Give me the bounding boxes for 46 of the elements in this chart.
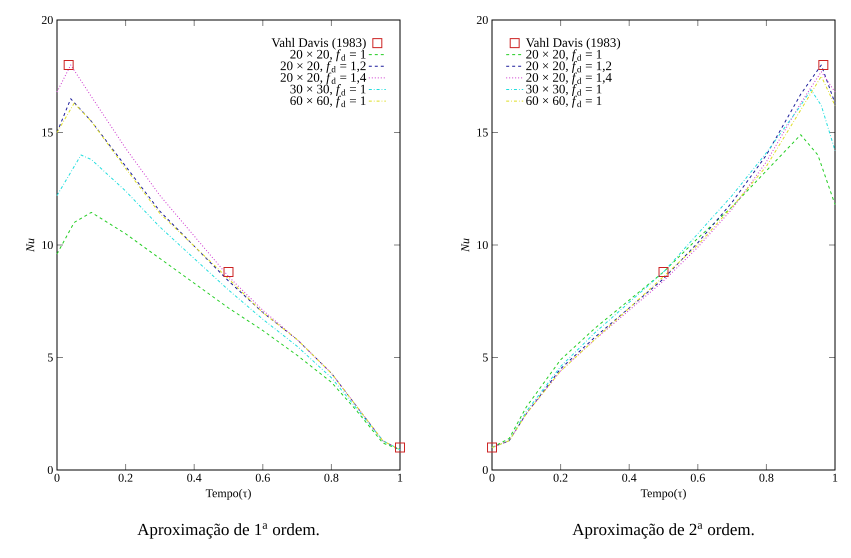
x-tick-label: 1 [398,474,402,482]
x-tick-label: 0 [54,474,60,482]
legend-label: 20 × 20, f$_{d}$ = 1,2 [526,60,612,73]
legend-label: Vahl Davis (1983) [526,38,620,50]
point [818,60,828,70]
y-axis-title: Nu [26,238,34,252]
y-axis-title: Nu [461,238,470,252]
legend-label: Vahl Davis (1983) [272,38,366,50]
x-tick-label: 0.2 [554,474,568,482]
legend-label: 60 × 60, f$_{d}$ = 1 [526,96,602,108]
y-tick-label: 15 [477,128,488,136]
legend-label: 20 × 20, f$_{d}$ = 1 [290,49,366,62]
legend-label: 60 × 60, f$_{d}$ = 1 [290,96,366,108]
point [487,442,497,452]
legend-label: 20 × 20, f$_{d}$ = 1 [526,49,602,62]
text: Aproximação de 2$^{a}$ ordem. [572,523,754,539]
legend-label: 20 × 20, f$_{d}$ = 1,2 [280,60,366,73]
x-tick-label: 0.8 [759,474,774,482]
legend-label: 30 × 30, f$_{d}$ = 1 [526,84,602,96]
y-tick-label: 0 [48,466,53,474]
y-tick-label: 15 [42,128,53,136]
x-tick-label: 0.2 [118,474,132,482]
x-axis-title: Tempo(τ) [640,488,686,500]
x-tick-label: 1 [833,474,838,482]
y-tick-label: 0 [482,466,488,474]
text: Aproximação de 1$^{a}$ ordem. [137,523,319,539]
x-tick-label: 0.6 [690,474,705,482]
point [395,442,405,452]
y-tick-label: 10 [477,240,488,250]
x-tick-label: 0.8 [324,474,338,482]
x-tick-label: 0.6 [256,474,270,482]
x-tick-label: 0.4 [622,474,636,482]
x-tick-label: 0.4 [187,474,202,482]
y-tick-label: 5 [482,354,488,362]
y-tick-label: 20 [476,16,488,24]
legend-label: 30 × 30, f$_{d}$ = 1 [290,84,366,96]
point [658,267,668,277]
y-tick-label: 20 [42,16,53,24]
point [64,60,74,70]
legend-label: 20 × 20, f$_{d}$ = 1,4 [526,72,612,84]
x-tick-label: 0 [489,474,495,482]
y-tick-label: 10 [42,240,53,250]
y-tick-label: 5 [48,354,53,362]
legend-label: 20 × 20, f$_{d}$ = 1,4 [280,72,366,84]
point [224,267,234,277]
x-axis-title: Tempo(τ) [206,488,251,500]
